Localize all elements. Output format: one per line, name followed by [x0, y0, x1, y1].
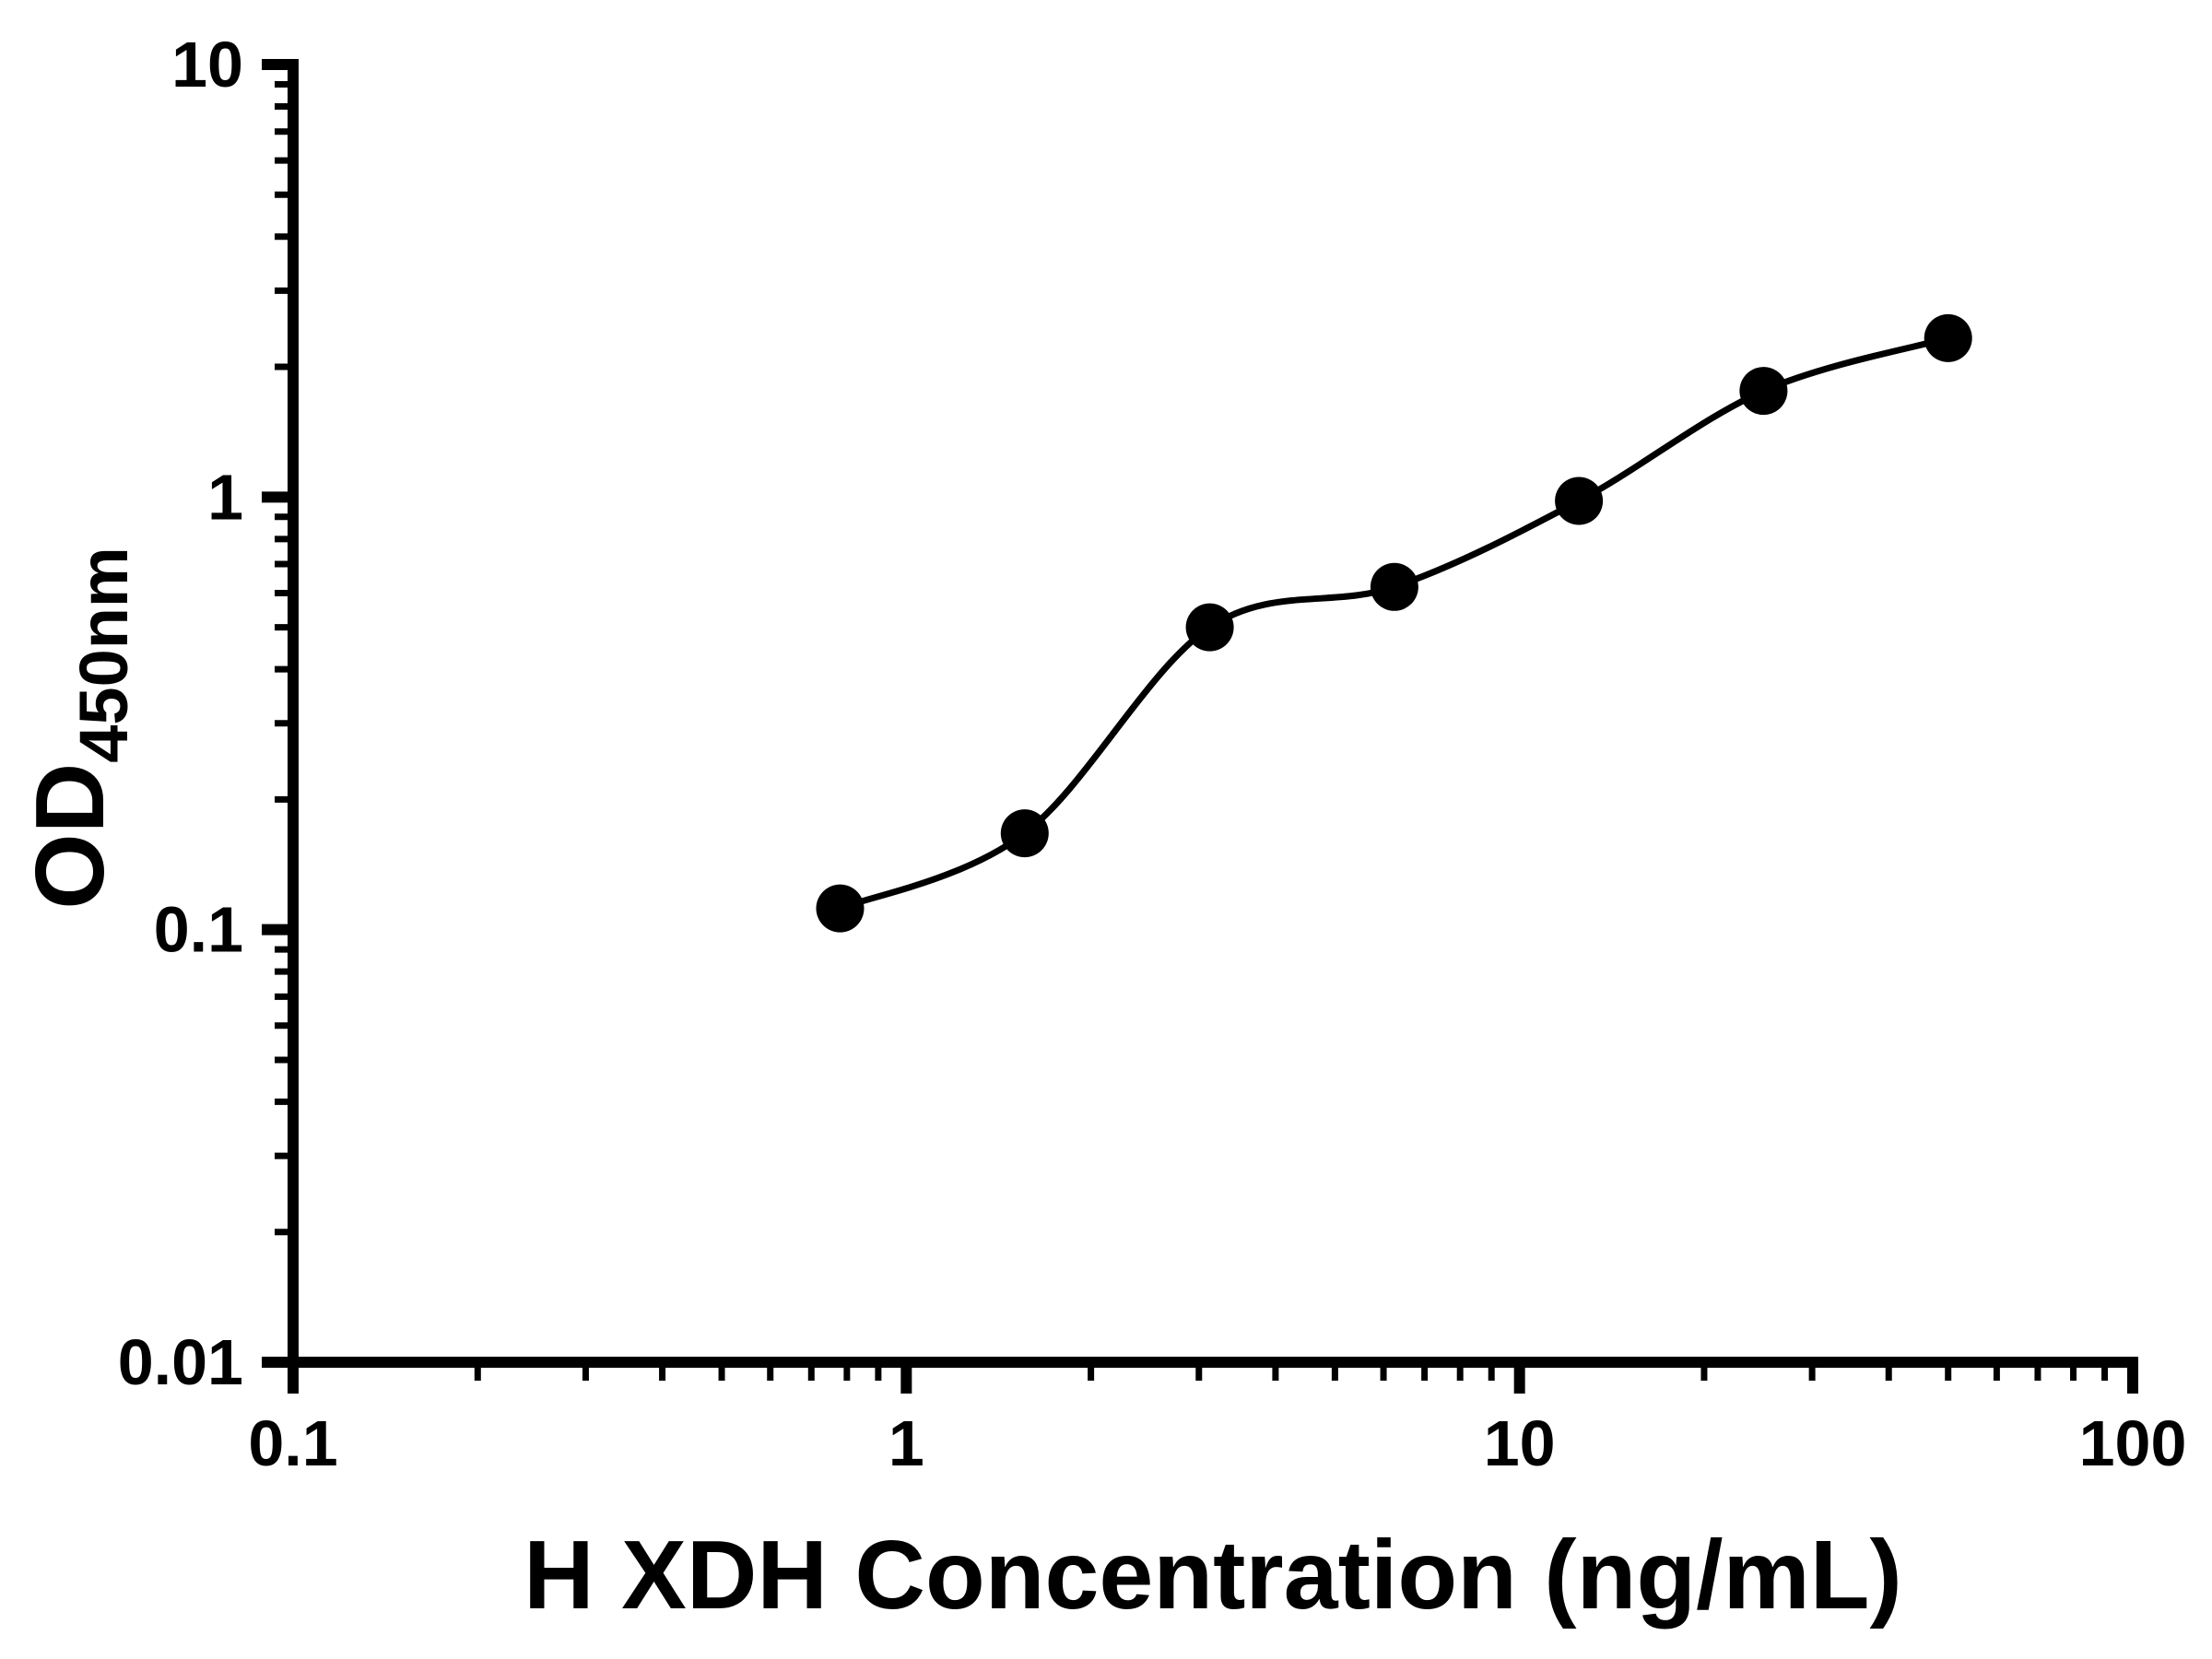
x-tick-label: 10 — [1484, 1407, 1556, 1479]
x-tick-label: 1 — [888, 1407, 924, 1479]
y-axis-title: OD450nm — [16, 547, 142, 909]
x-tick-label: 100 — [2079, 1407, 2187, 1479]
data-point — [1185, 603, 1234, 652]
data-point — [1555, 477, 1604, 525]
y-axis-title-sub: 450nm — [65, 547, 142, 762]
axis-spines — [288, 59, 2138, 1368]
x-axis-title: H XDH Concentration (ng/mL) — [524, 1521, 1902, 1630]
data-point — [1000, 809, 1049, 858]
y-axis-title-main: OD — [16, 763, 124, 910]
x-tick-label: 0.1 — [248, 1407, 337, 1479]
data-point — [816, 884, 865, 933]
y-tick-label: 0.01 — [118, 1326, 243, 1398]
data-point — [1739, 367, 1788, 416]
data-point — [1370, 562, 1418, 611]
y-tick-label: 0.1 — [154, 894, 243, 966]
y-tick-label: 10 — [171, 29, 243, 100]
data-point — [1924, 313, 1972, 362]
y-tick-label: 1 — [207, 461, 243, 533]
